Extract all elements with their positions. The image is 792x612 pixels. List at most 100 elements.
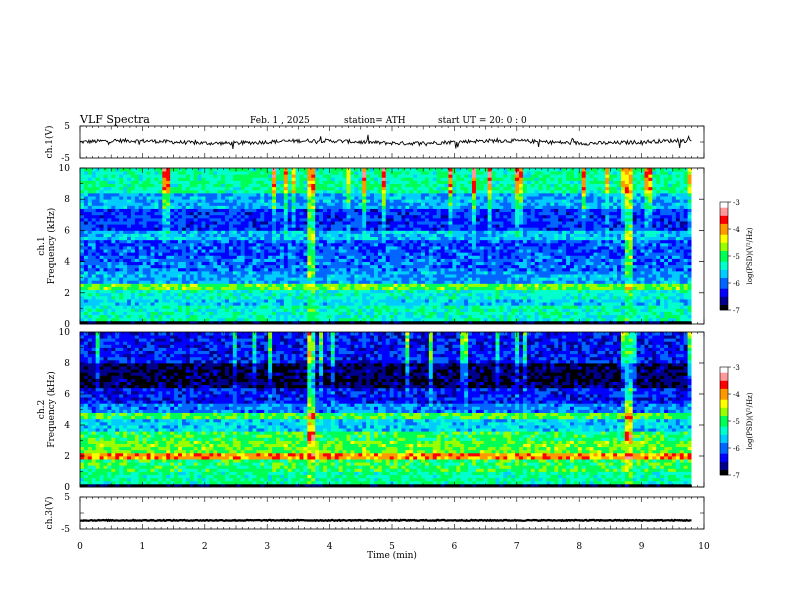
spectro-cell [193, 214, 198, 219]
spectro-cell [146, 199, 151, 203]
spectro-cell [99, 246, 104, 250]
spectro-cell [417, 246, 422, 250]
spectro-cell [342, 311, 347, 316]
spectro-cell [181, 314, 187, 319]
spectro-cell [389, 221, 394, 225]
spectro-cell [393, 168, 398, 172]
spectro-cell [405, 320, 410, 325]
spectro-cell [248, 320, 253, 325]
spectro-cell [256, 239, 261, 244]
spectro-cell [370, 320, 375, 325]
spectro-cell [330, 221, 336, 225]
spectro-cell [358, 192, 363, 197]
spectro-cell [264, 311, 269, 316]
spectro-cell [393, 270, 398, 275]
spectro-cell [405, 317, 410, 322]
spectro-cell [240, 199, 246, 203]
spectro-cell [130, 314, 136, 319]
spectro-cell [268, 274, 273, 278]
spectro-cell [334, 233, 340, 238]
spectro-cell [201, 246, 206, 250]
spectro-cell [83, 270, 89, 275]
spectro-cell [428, 183, 434, 188]
spectro-cell [87, 171, 93, 175]
spectro-cell [295, 317, 300, 322]
spectro-cell [107, 221, 112, 225]
spectro-cell [236, 295, 242, 300]
spectro-cell [256, 295, 261, 300]
spectro-cell [283, 308, 289, 312]
spectro-cell [323, 249, 328, 253]
spectro-cell [209, 221, 214, 225]
spectro-cell [374, 227, 379, 231]
spectro-cell [256, 221, 261, 225]
spectro-cell [240, 274, 246, 278]
spectro-cell [142, 252, 148, 256]
spectro-cell [158, 196, 163, 200]
spectro-cell [232, 199, 238, 203]
spectro-cell [83, 255, 89, 259]
spectro-cell [99, 221, 104, 225]
spectro-cell [397, 264, 402, 269]
spectro-cell [260, 305, 265, 309]
spectro-cell [366, 320, 371, 325]
spectro-cell [217, 214, 222, 219]
spectro-cell [154, 295, 159, 300]
spectro-cell [326, 224, 332, 228]
spectro-cell [146, 286, 151, 291]
spectro-cell [103, 233, 108, 238]
spectro-cell [389, 277, 394, 281]
spectro-cell [252, 280, 257, 284]
spectro-cell [377, 202, 383, 206]
spectro-cell [111, 221, 116, 225]
spectro-cell [228, 292, 234, 297]
spectro-cell [299, 302, 304, 306]
spectro-cell [358, 186, 363, 191]
spectro-cell [205, 255, 210, 259]
spectro-cell [107, 270, 112, 275]
spectro-cell [87, 283, 93, 287]
spectro-cell [389, 208, 394, 213]
spectro-cell [444, 227, 449, 231]
spectro-cell [311, 302, 316, 306]
spectro-cell [291, 242, 296, 247]
spectro-cell [401, 177, 406, 181]
spectro-cell [319, 280, 324, 284]
spectro-cell [185, 302, 191, 306]
spectro-cell [162, 208, 167, 213]
spectro-cell [444, 295, 449, 300]
spectro-cell [174, 171, 179, 175]
spectro-cell [256, 236, 261, 241]
spectro-cell [401, 274, 406, 278]
spectro-cell [95, 208, 100, 213]
spectro-cell [326, 264, 332, 269]
spectro-cell [260, 205, 265, 209]
spectro-cell [264, 189, 269, 194]
spectro-cell [217, 302, 222, 306]
spectro-cell [209, 214, 214, 219]
spectro-cell [146, 270, 151, 275]
spectro-cell [225, 252, 230, 256]
spectro-cell [334, 255, 340, 259]
spectro-cell [323, 230, 328, 234]
spectro-cell [252, 252, 257, 256]
spectro-cell [240, 264, 246, 269]
spectro-cell [134, 196, 140, 200]
spectro-cell [385, 277, 391, 281]
spectro-cell [370, 311, 375, 316]
spectro-cell [366, 189, 371, 194]
spectro-cell [240, 202, 246, 206]
spectro-cell [342, 199, 347, 203]
spectro-cell [424, 224, 430, 228]
spectro-cell [95, 267, 100, 272]
spectro-cell [134, 311, 140, 316]
spectro-cell [201, 168, 206, 172]
spectro-cell [170, 242, 175, 247]
spectro-cell [252, 299, 257, 303]
spectro-cell [134, 211, 140, 216]
spectro-cell [80, 320, 85, 325]
spectro-cell [268, 308, 273, 312]
spectro-cell [370, 255, 375, 259]
spectro-cell [181, 180, 187, 184]
spectro-cell [138, 177, 144, 181]
